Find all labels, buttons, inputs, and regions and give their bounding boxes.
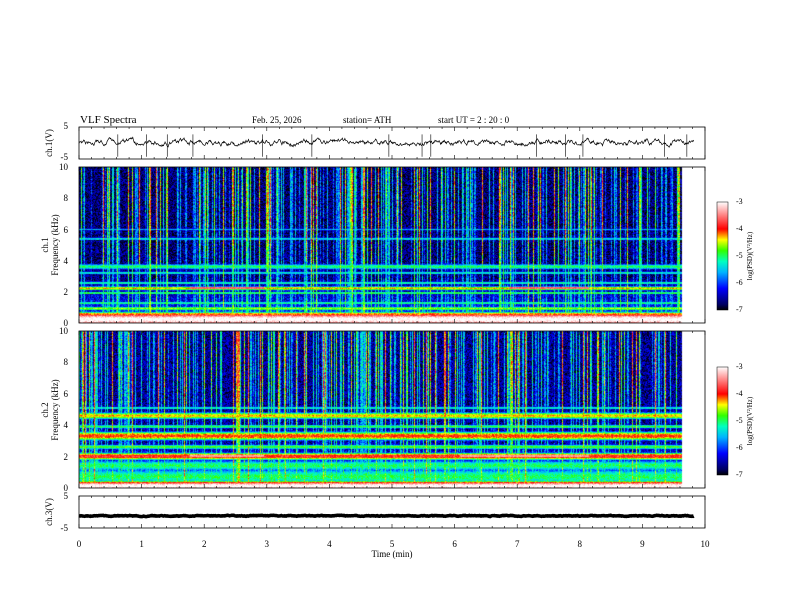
time-tick-label: 5 [390, 539, 395, 549]
ch1-freq-tick-0: 0 [64, 318, 69, 328]
ch3-ytick-top: 5 [64, 491, 69, 501]
ch1-spectrogram-holder [79, 167, 694, 323]
ch1-spectrogram-image [79, 167, 694, 323]
ch2-colorbar [716, 366, 729, 476]
ch1-colorbar-tick: -3 [736, 197, 743, 206]
ch1-colorbar-tick: -5 [736, 251, 743, 260]
chart-title: VLF Spectra [80, 114, 137, 126]
ch1-freq-ylabel: Frequency (kHz) [50, 214, 60, 275]
ch1-colorbar-label: log(PSD)(V²/Hz) [746, 231, 754, 280]
ch1-freq-tick-6: 6 [64, 225, 69, 235]
time-tick-label: 3 [265, 539, 270, 549]
ch2-colorbar-tick: -7 [736, 470, 743, 479]
ch1-spectrogram-panel: 0 2 4 6 8 10 ch.1 Frequency (kHz) -3 -4 … [40, 162, 754, 328]
time-tick-label: 7 [515, 539, 520, 549]
ch1-voltage-panel: 5 -5 ch.1(V) [44, 121, 706, 162]
ch3-ytick-bottom: -5 [61, 523, 69, 533]
time-tick-label: 1 [139, 539, 144, 549]
ch1-ytick-bottom: -5 [61, 152, 69, 162]
time-tick-label: 9 [640, 539, 645, 549]
ch2-colorbar-tick: -5 [736, 416, 743, 425]
ch1-colorbar-tick: -4 [736, 224, 743, 233]
ch2-freq-tick-10: 10 [59, 326, 69, 336]
ch1-colorbar-tick: -6 [736, 278, 743, 287]
ch1-ytick-top: 5 [64, 121, 69, 131]
ch2-colorbar-tick: -6 [736, 443, 743, 452]
ch2-spectrogram-image [79, 331, 694, 488]
ch2-freq-tick-6: 6 [64, 389, 69, 399]
time-tick-label: 8 [578, 539, 583, 549]
ch1-freq-tick-2: 2 [64, 287, 69, 297]
time-tick-label: 10 [701, 539, 711, 549]
time-tick-label: 6 [452, 539, 457, 549]
ch1-voltage-ylabel: ch.1(V) [44, 129, 54, 157]
ch2-freq-tick-8: 8 [64, 357, 69, 367]
ch2-spectrogram-holder [79, 331, 694, 488]
start-ut-label: start UT = 2 : 20 : 0 [438, 115, 510, 125]
ch1-colorbar-tick: -7 [736, 305, 743, 314]
ch1-freq-tick-10: 10 [59, 162, 69, 172]
ch1-freq-tick-4: 4 [64, 256, 69, 266]
ch2-colorbar-tick: -3 [736, 362, 743, 371]
ch2-freq-tick-4: 4 [64, 420, 69, 430]
time-axis-label: Time (min) [372, 549, 413, 559]
ch2-colorbar-label: log(PSD)(V²/Hz) [746, 396, 754, 445]
ch2-freq-tick-2: 2 [64, 452, 69, 462]
time-tick-label: 4 [327, 539, 332, 549]
ch3-voltage-frame [78, 495, 706, 529]
ch1-channel-label: ch.1 [40, 237, 50, 252]
ch3-voltage-trace [78, 513, 695, 519]
station-label: station= ATH [343, 115, 392, 125]
ch2-spectrogram-panel: 0 2 4 6 8 10 ch.2 Frequency (kHz) -3 -4 … [40, 326, 754, 493]
ch1-colorbar [716, 201, 729, 311]
ch1-freq-tick-8: 8 [64, 193, 69, 203]
ch3-voltage-panel: 5 -5 ch.3(V) [44, 491, 706, 533]
time-tick-label: 0 [77, 539, 82, 549]
date-label: Feb. 25, 2026 [252, 115, 302, 125]
ch2-freq-tick-0: 0 [64, 483, 69, 493]
time-axis: 0 1 2 3 4 5 6 7 8 9 10 [77, 127, 710, 549]
ch1-spikes [117, 134, 688, 157]
ch2-colorbar-tick: -4 [736, 389, 743, 398]
time-tick-label: 2 [202, 539, 207, 549]
ch2-channel-label: ch.2 [40, 402, 50, 417]
ch3-voltage-ylabel: ch.3(V) [44, 498, 54, 526]
ch2-freq-ylabel: Frequency (kHz) [50, 379, 60, 440]
ch1-voltage-trace [78, 136, 695, 148]
